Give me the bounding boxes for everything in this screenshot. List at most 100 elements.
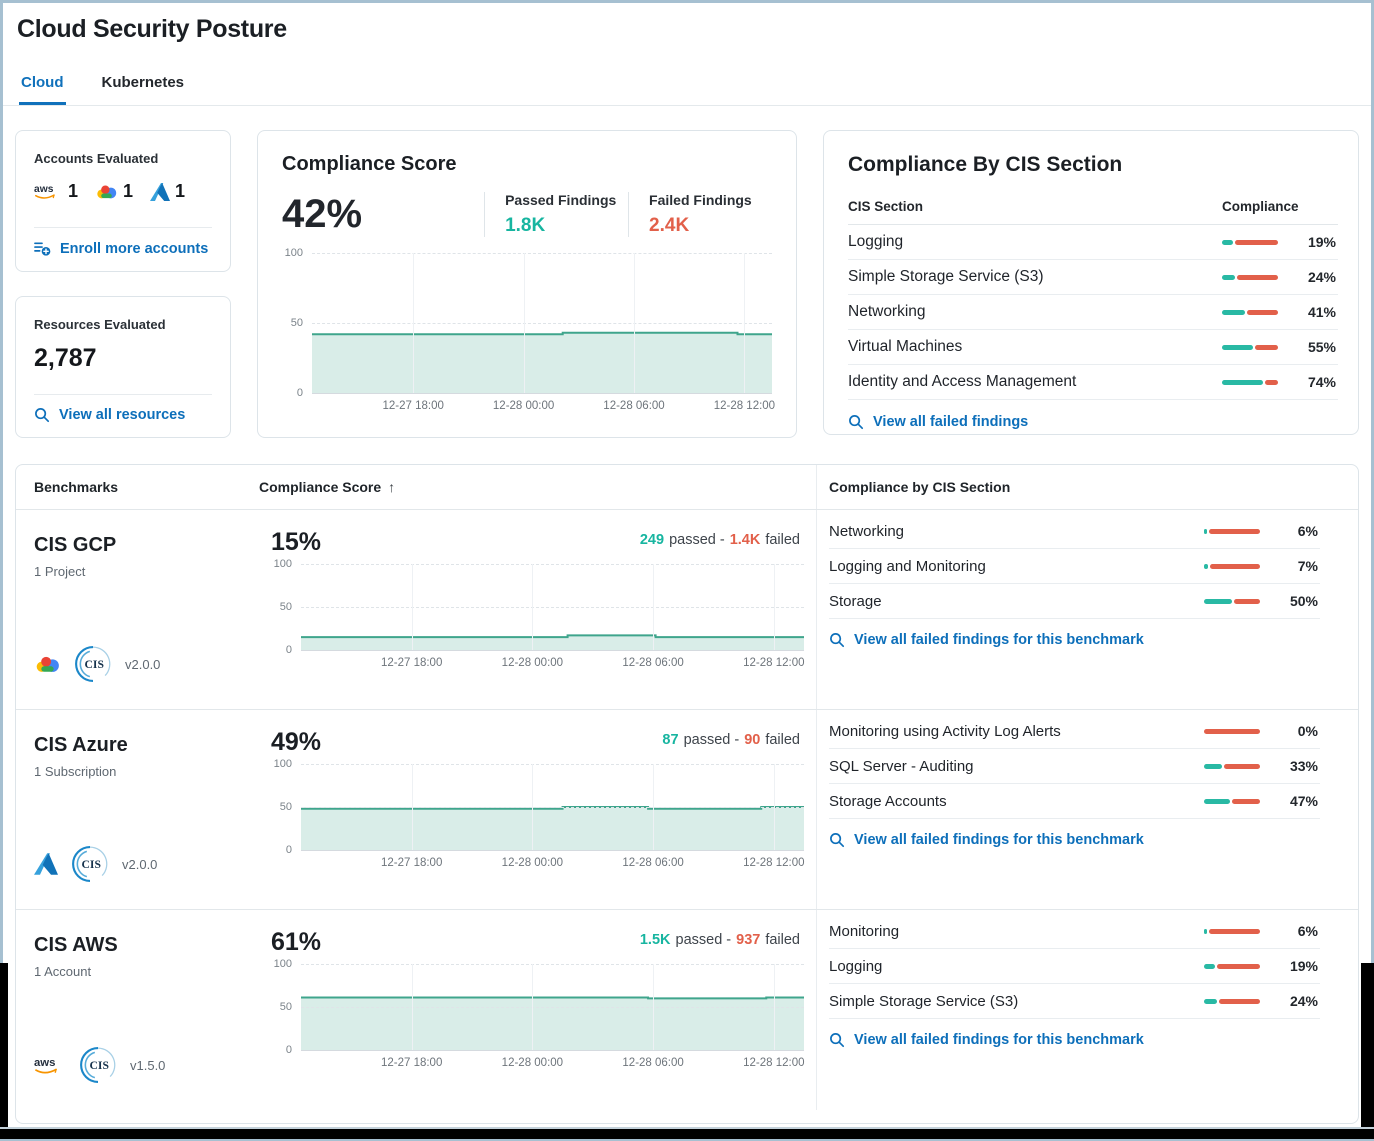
compliance-bar: [1222, 274, 1278, 280]
sort-ascending-icon[interactable]: ↑: [388, 479, 396, 495]
resources-card-title: Resources Evaluated: [34, 317, 166, 332]
gcp-icon: [97, 184, 117, 198]
search-icon: [35, 408, 50, 423]
passed-findings: Passed Findings 1.8K: [484, 192, 628, 237]
benchmark-score-chart: 0 50 100 12-27 18:00 12-28 00:00 12-28 06:00…: [273, 958, 805, 1069]
cis-row-networking: Networking 41%: [848, 295, 1338, 330]
benchmark-name: CIS AWS: [34, 934, 118, 956]
search-icon: [830, 633, 845, 648]
azure-icon: [150, 182, 171, 201]
view-failed-findings-benchmark-link[interactable]: View all failed findings for this benchm…: [829, 632, 1320, 648]
screenshot-black-edge-right: [1361, 963, 1374, 1141]
section-row: Logging 19%: [829, 949, 1320, 984]
benchmark-version: v2.0.0: [122, 856, 158, 872]
screenshot-black-edge-bottom: [0, 1127, 1374, 1141]
cis-benchmark-icon: CIS: [80, 1047, 116, 1083]
svg-text:CIS: CIS: [85, 658, 104, 671]
gcp-account-count: 1: [95, 181, 133, 202]
compliance-bar: [1204, 963, 1260, 969]
svg-text:aws: aws: [34, 1057, 55, 1069]
benchmark-row-cis-gcp: CIS GCP 1 Project CIS v2.0.0 15% 249 pass…: [16, 510, 1358, 710]
section-row: Monitoring 6%: [829, 914, 1320, 949]
screenshot-black-edge-left: [0, 963, 8, 1141]
benchmark-scope: 1 Account: [34, 964, 92, 979]
compliance-by-cis-section-card: Compliance By CIS Section CIS Section Co…: [823, 130, 1359, 435]
benchmarks-table: Benchmarks Compliance Score ↑ Compliance…: [15, 464, 1359, 1124]
benchmark-score: 15%: [271, 528, 322, 556]
benchmark-score: 49%: [271, 728, 322, 756]
search-icon: [849, 415, 864, 430]
aws-account-count: aws 1: [34, 181, 79, 201]
divider: [34, 394, 212, 395]
section-row: Simple Storage Service (S3) 24%: [829, 984, 1320, 1019]
failed-findings: Failed Findings 2.4K: [628, 192, 772, 237]
cis-card-title: Compliance By CIS Section: [848, 153, 1123, 176]
passed-failed-summary: 87 passed -90 failed: [662, 732, 800, 748]
compliance-bar: [1204, 763, 1260, 769]
benchmark-name: CIS Azure: [34, 734, 128, 756]
cis-benchmark-icon: CIS: [72, 846, 108, 882]
search-icon: [830, 1033, 845, 1048]
cis-row-s3: Simple Storage Service (S3) 24%: [848, 260, 1338, 295]
benchmark-score: 61%: [271, 928, 322, 956]
compliance-bar: [1204, 563, 1260, 569]
cis-benchmark-icon: CIS: [75, 646, 111, 682]
svg-text:CIS: CIS: [82, 858, 101, 871]
compliance-score-chart: 0 50 100 12-27 18:00 12-28 00:00 12-28 06:00…: [284, 247, 776, 412]
view-failed-findings-benchmark-link[interactable]: View all failed findings for this benchm…: [829, 832, 1320, 848]
azure-account-count: 1: [150, 181, 185, 202]
benchmark-score-chart: 0 50 100 12-27 18:00 12-28 00:00 12-28 06:00…: [273, 758, 805, 869]
tab-kubernetes[interactable]: Kubernetes: [101, 74, 185, 91]
benchmark-name: CIS GCP: [34, 534, 117, 556]
benchmark-score-chart: 0 50 100 12-27 18:00 12-28 00:00 12-28 06:00…: [273, 558, 805, 669]
view-all-failed-findings-link[interactable]: View all failed findings: [848, 414, 1338, 430]
col-benchmarks: Benchmarks: [34, 479, 119, 495]
accounts-card-title: Accounts Evaluated: [34, 151, 159, 166]
benchmarks-table-header: Benchmarks Compliance Score ↑ Compliance…: [16, 465, 1358, 510]
compliance-bar: [1222, 239, 1278, 245]
section-row: Monitoring using Activity Log Alerts 0%: [829, 714, 1320, 749]
compliance-bar: [1222, 379, 1278, 385]
cis-row-logging: Logging 19%: [848, 225, 1338, 260]
compliance-bar: [1222, 344, 1278, 350]
view-all-resources-link[interactable]: View all resources: [34, 407, 212, 423]
compliance-bar: [1204, 998, 1260, 1004]
svg-text:CIS: CIS: [90, 1059, 109, 1072]
passed-findings-value: 1.8K: [505, 215, 546, 236]
gcp-icon: [36, 656, 59, 672]
passed-failed-summary: 1.5K passed -937 failed: [639, 932, 800, 948]
azure-icon: [34, 853, 58, 875]
section-row: Storage 50%: [829, 584, 1320, 619]
tab-cloud[interactable]: Cloud: [19, 74, 66, 105]
resources-count: 2,787: [34, 344, 97, 372]
enroll-more-accounts-link[interactable]: Enroll more accounts: [34, 240, 212, 257]
benchmark-row-cis-aws: CIS AWS 1 Account aws CIS v1.5.0 61% 1.5…: [16, 910, 1358, 1110]
resources-evaluated-card: Resources Evaluated 2,787 View all resou…: [15, 296, 231, 438]
failed-findings-value: 2.4K: [649, 215, 690, 236]
view-failed-findings-benchmark-link[interactable]: View all failed findings for this benchm…: [829, 1032, 1320, 1048]
cis-table-header: CIS Section Compliance: [848, 199, 1338, 225]
svg-text:aws: aws: [34, 184, 54, 195]
divider: [34, 227, 212, 228]
compliance-bar: [1204, 598, 1260, 604]
compliance-score-card: Compliance Score 42% Passed Findings 1.8…: [257, 130, 797, 438]
benchmark-scope: 1 Subscription: [34, 764, 117, 779]
passed-failed-summary: 249 passed -1.4K failed: [639, 532, 800, 548]
col-compliance-by-cis-section: Compliance by CIS Section: [816, 465, 1358, 509]
enroll-accounts-icon: [34, 242, 51, 256]
overall-score: 42%: [282, 192, 363, 236]
section-row: Networking 6%: [829, 514, 1320, 549]
aws-icon: aws: [34, 1057, 57, 1074]
cis-row-iam: Identity and Access Management 74%: [848, 365, 1338, 400]
compliance-bar: [1204, 728, 1260, 734]
benchmark-version: v1.5.0: [130, 1057, 166, 1073]
section-row: SQL Server - Auditing 33%: [829, 749, 1320, 784]
compliance-bar: [1204, 528, 1260, 534]
benchmark-version: v2.0.0: [125, 656, 161, 672]
benchmark-scope: 1 Project: [34, 564, 86, 579]
col-compliance-score[interactable]: Compliance Score ↑: [259, 479, 396, 495]
section-row: Storage Accounts 47%: [829, 784, 1320, 819]
compliance-bar: [1204, 798, 1260, 804]
compliance-bar: [1222, 309, 1278, 315]
aws-icon: aws: [34, 184, 55, 199]
